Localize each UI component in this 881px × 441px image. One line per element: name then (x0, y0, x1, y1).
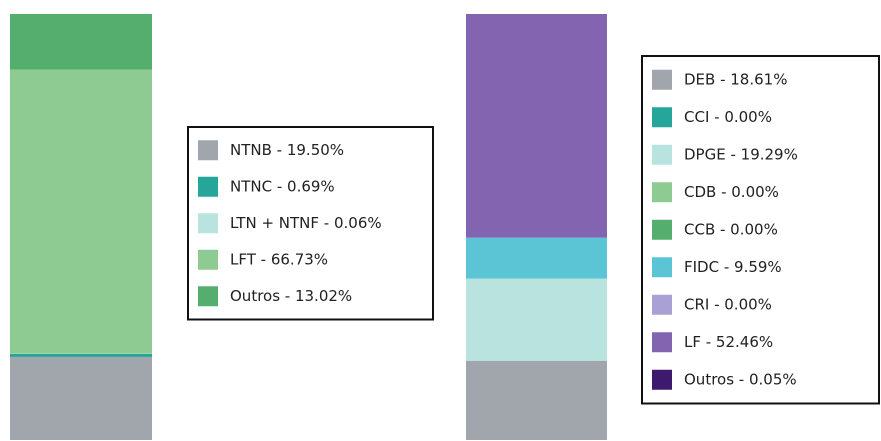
legend-label: Outros - 0.05% (684, 370, 797, 388)
bar-segment (10, 356, 152, 440)
bar-segment (466, 237, 607, 279)
legend-swatch (652, 219, 672, 240)
legend-swatch (652, 369, 672, 390)
legend-swatch (652, 257, 672, 278)
legend-label: CRI - 0.00% (684, 295, 772, 313)
legend-label: FIDC - 9.59% (684, 258, 782, 276)
legend-swatch (652, 294, 672, 315)
legend-swatch (198, 176, 218, 197)
legend-swatch (198, 286, 218, 307)
legend-box (187, 126, 434, 321)
legend-label: LTN + NTNF - 0.06% (230, 214, 382, 232)
legend-swatch (198, 213, 218, 234)
bar-segment (10, 69, 152, 354)
bar-segment (10, 14, 152, 70)
legend-label: CCB - 0.00% (684, 220, 778, 238)
legend-swatch (652, 69, 672, 90)
legend-swatch (652, 182, 672, 203)
legend-swatch (652, 332, 672, 353)
bar-segment (466, 360, 607, 440)
bar-segment (10, 353, 152, 357)
legend-box (641, 55, 880, 405)
legend-label: NTNC - 0.69% (230, 177, 335, 195)
bar-segment (466, 278, 607, 361)
legend-label: NTNB - 19.50% (230, 141, 344, 159)
bar-segment (466, 14, 607, 238)
legend-label: CDB - 0.00% (684, 183, 779, 201)
legend-label: CCI - 0.00% (684, 108, 772, 126)
legend-label: DEB - 18.61% (684, 70, 787, 88)
legend-swatch (652, 144, 672, 165)
legend-swatch (198, 249, 218, 270)
legend-label: LFT - 66.73% (230, 250, 328, 268)
legend-label: DPGE - 19.29% (684, 145, 798, 163)
legend-swatch (198, 140, 218, 161)
legend-swatch (652, 107, 672, 128)
legend-label: LF - 52.46% (684, 333, 773, 351)
legend-label: Outros - 13.02% (230, 287, 352, 305)
